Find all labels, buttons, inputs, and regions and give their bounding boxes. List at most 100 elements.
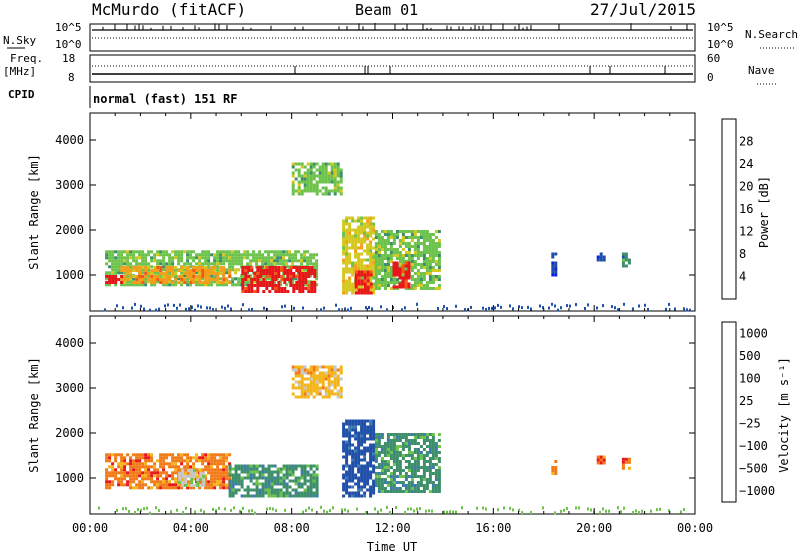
data-cell (123, 259, 127, 263)
data-cell (306, 473, 310, 477)
data-cell (369, 419, 373, 423)
scatter-cell (284, 304, 286, 308)
data-cell (294, 253, 298, 257)
data-cell (297, 371, 301, 375)
data-cell (357, 288, 361, 292)
data-cell (321, 168, 325, 172)
data-cell (363, 216, 367, 220)
data-cell (315, 389, 319, 393)
data-cell (165, 283, 169, 287)
scatter-cell (272, 507, 274, 511)
data-cell (407, 285, 411, 289)
data-cell (389, 457, 393, 460)
data-cell (210, 262, 214, 266)
data-cell (342, 273, 346, 277)
data-cell (129, 456, 133, 460)
data-cell (174, 283, 178, 287)
data-cell (171, 486, 175, 490)
data-cell (395, 457, 399, 460)
data-cell (339, 377, 343, 381)
data-cell (395, 448, 399, 451)
data-cell (357, 258, 361, 262)
data-cell (292, 284, 296, 287)
data-cell (150, 471, 154, 475)
scatter-cell (176, 306, 178, 310)
scatter-cell (518, 305, 520, 309)
data-cell (204, 453, 208, 457)
data-cell (277, 287, 281, 290)
data-cell (267, 467, 271, 471)
data-cell (345, 476, 349, 480)
scatter-cell (497, 508, 499, 512)
data-cell (240, 470, 244, 474)
data-cell (363, 428, 367, 432)
scatter-cell (269, 506, 271, 510)
data-cell (120, 271, 124, 275)
data-cell (383, 445, 387, 448)
data-cell (219, 483, 223, 487)
data-cell (120, 253, 124, 257)
data-cell (404, 276, 408, 280)
data-cell (253, 272, 257, 275)
data-cell (289, 281, 293, 284)
data-cell (303, 470, 307, 474)
data-cell (165, 266, 169, 269)
data-cell (120, 456, 124, 460)
data-cell (357, 270, 361, 274)
data-cell (138, 256, 142, 260)
scatter-cell (233, 506, 235, 510)
data-cell (428, 242, 432, 245)
data-cell (276, 277, 280, 281)
data-cell (363, 464, 367, 468)
data-cell (150, 265, 154, 269)
data-cell (312, 186, 316, 190)
data-cell (599, 252, 603, 256)
data-cell (366, 285, 370, 289)
data-cell (306, 470, 310, 474)
data-cell (407, 451, 411, 454)
data-cell (413, 284, 417, 287)
scatter-cell (482, 306, 484, 310)
data-cell (395, 257, 399, 260)
data-cell (108, 480, 112, 484)
data-cell (282, 259, 286, 263)
data-cell (306, 168, 310, 172)
data-cell (422, 278, 426, 281)
data-cell (392, 478, 396, 481)
data-cell (428, 275, 432, 278)
data-cell (413, 448, 417, 451)
data-cell (219, 277, 223, 281)
data-cell (357, 279, 361, 283)
data-cell (201, 283, 205, 287)
data-cell (366, 461, 370, 465)
data-cell (312, 174, 316, 178)
data-cell (135, 259, 139, 263)
data-cell (231, 473, 235, 477)
data-cell (363, 231, 367, 235)
data-cell (162, 256, 166, 260)
data-cell (386, 463, 390, 466)
data-cell (222, 256, 226, 260)
data-cell (237, 262, 241, 266)
data-cell (138, 474, 142, 478)
data-cell (380, 481, 384, 484)
data-cell (383, 463, 387, 466)
scatter-cell (308, 506, 310, 510)
data-cell (174, 456, 178, 460)
colorbar-tick-label: −500 (739, 461, 768, 475)
data-cell (120, 266, 124, 269)
data-cell (267, 473, 271, 477)
data-cell (369, 464, 373, 468)
data-cell (177, 269, 181, 272)
data-cell (276, 473, 280, 477)
data-cell (383, 278, 387, 281)
data-cell (111, 480, 115, 484)
data-cell (318, 171, 322, 175)
data-cell (153, 471, 157, 475)
data-cell (425, 487, 429, 490)
data-cell (123, 250, 127, 254)
data-cell (274, 266, 278, 269)
data-cell (416, 236, 420, 239)
data-cell (315, 380, 319, 384)
